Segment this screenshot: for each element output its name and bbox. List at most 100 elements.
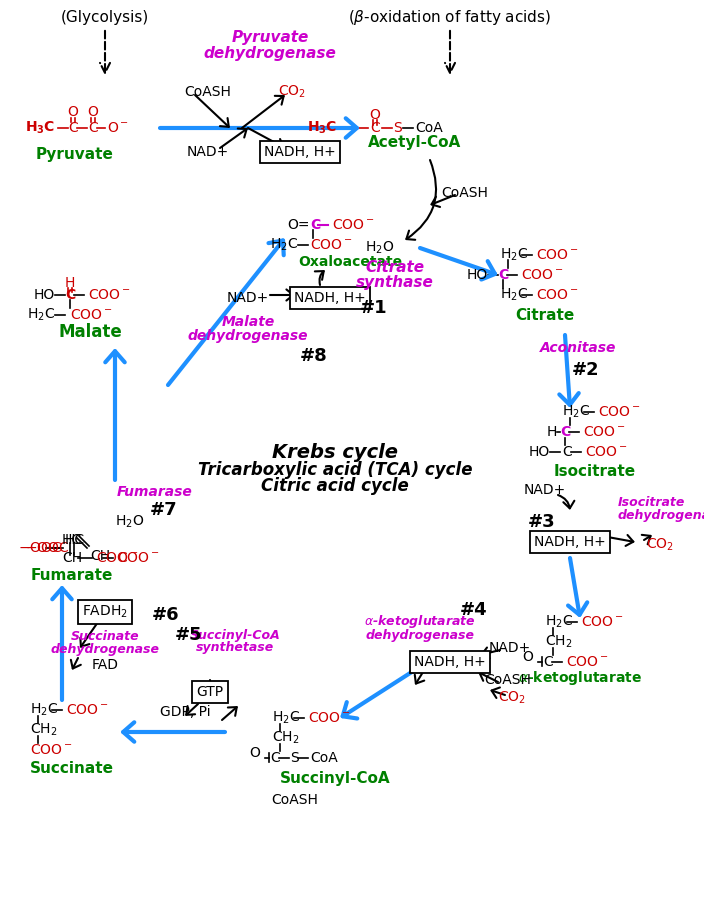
Text: C: C — [310, 218, 320, 232]
Text: FAD: FAD — [92, 658, 118, 672]
Text: H$_2$C: H$_2$C — [30, 702, 58, 718]
Text: dehydrogenase: dehydrogenase — [365, 629, 474, 642]
Text: synthetase: synthetase — [196, 642, 274, 655]
Text: C: C — [498, 268, 508, 282]
Text: Fumarase: Fumarase — [117, 485, 193, 499]
FancyArrowPatch shape — [106, 351, 125, 480]
Text: H: H — [65, 276, 75, 290]
Text: NAD+: NAD+ — [227, 291, 269, 305]
Text: C: C — [543, 655, 553, 669]
Text: NAD+: NAD+ — [187, 145, 229, 159]
FancyArrowPatch shape — [71, 658, 81, 668]
Text: COO$^-$: COO$^-$ — [566, 655, 609, 669]
Text: O$^-$: O$^-$ — [107, 121, 129, 135]
Text: COO$^-$: COO$^-$ — [70, 308, 113, 322]
Text: HC: HC — [62, 533, 82, 547]
Text: CoASH: CoASH — [272, 793, 318, 807]
Text: H$_2$C: H$_2$C — [27, 307, 55, 324]
Text: COO$^-$: COO$^-$ — [581, 615, 624, 629]
Text: $-$OOC: $-$OOC — [25, 541, 70, 555]
Text: CH$_2$: CH$_2$ — [272, 730, 299, 746]
Text: dehydrogenase: dehydrogenase — [203, 46, 337, 62]
Text: HO: HO — [467, 268, 488, 282]
Text: Oxaloacetate: Oxaloacetate — [298, 255, 402, 269]
Text: C: C — [65, 288, 75, 302]
Text: dehydrogenase: dehydrogenase — [188, 329, 308, 343]
Text: CH$_2$: CH$_2$ — [30, 722, 58, 739]
Text: Succinate: Succinate — [30, 761, 114, 775]
Text: NADH, H+: NADH, H+ — [264, 145, 336, 159]
Text: COO$^-$: COO$^-$ — [96, 551, 139, 565]
Text: CO$_2$: CO$_2$ — [498, 690, 526, 706]
Text: H$_2$C: H$_2$C — [500, 247, 528, 263]
Text: O: O — [370, 108, 380, 122]
Text: Succinyl-CoA: Succinyl-CoA — [279, 771, 390, 786]
Text: ($\beta$-oxidation of fatty acids): ($\beta$-oxidation of fatty acids) — [348, 8, 551, 28]
Text: NADH, H+: NADH, H+ — [414, 655, 486, 669]
Text: $\alpha$-ketoglutarate: $\alpha$-ketoglutarate — [518, 669, 642, 687]
Text: CH: CH — [90, 549, 110, 563]
Text: H$_2$O: H$_2$O — [365, 240, 395, 256]
FancyArrowPatch shape — [168, 241, 284, 385]
Text: #5: #5 — [175, 626, 203, 644]
Text: dehydrogenase: dehydrogenase — [51, 643, 160, 656]
FancyArrowPatch shape — [315, 271, 324, 285]
Text: COO$^-$: COO$^-$ — [332, 218, 375, 232]
Text: $\alpha$-ketoglutarate: $\alpha$-ketoglutarate — [364, 613, 476, 631]
FancyArrowPatch shape — [248, 128, 284, 148]
FancyArrowPatch shape — [270, 290, 294, 301]
FancyArrowPatch shape — [160, 118, 357, 137]
Text: COO$^-$: COO$^-$ — [308, 711, 351, 725]
Text: #3: #3 — [528, 513, 555, 531]
FancyArrowPatch shape — [187, 704, 198, 715]
Text: Citrate: Citrate — [365, 261, 425, 276]
Text: GTP: GTP — [196, 685, 224, 699]
Text: Krebs cycle: Krebs cycle — [272, 443, 398, 462]
Text: CO$_2$: CO$_2$ — [646, 537, 674, 553]
FancyArrowPatch shape — [80, 622, 98, 646]
Text: COO$^-$: COO$^-$ — [521, 268, 564, 282]
FancyArrowPatch shape — [432, 195, 455, 207]
Text: Isocitrate: Isocitrate — [554, 465, 636, 479]
Text: Fumarate: Fumarate — [31, 568, 113, 583]
Text: COO$^-$: COO$^-$ — [585, 445, 628, 459]
Text: C: C — [562, 445, 572, 459]
Text: COO$^-$: COO$^-$ — [598, 405, 641, 419]
Text: (Glycolysis): (Glycolysis) — [61, 10, 149, 26]
Text: Aconitase: Aconitase — [540, 341, 616, 355]
FancyArrowPatch shape — [558, 495, 574, 508]
Text: O: O — [249, 746, 260, 760]
Text: HO: HO — [34, 288, 55, 302]
Text: H$_2$C: H$_2$C — [545, 614, 573, 631]
Text: COO$^-$: COO$^-$ — [66, 703, 108, 717]
FancyArrowPatch shape — [52, 588, 72, 700]
Text: NAD+: NAD+ — [524, 483, 566, 497]
Text: Acetyl-CoA: Acetyl-CoA — [368, 136, 462, 150]
Text: COO$^-$: COO$^-$ — [88, 288, 131, 302]
Text: Citric acid cycle: Citric acid cycle — [261, 477, 409, 495]
Text: Isocitrate: Isocitrate — [618, 495, 686, 509]
Text: H$_2$C: H$_2$C — [270, 237, 298, 254]
Text: C: C — [88, 121, 98, 135]
Text: CoASH: CoASH — [441, 186, 489, 200]
Text: H$_2$C: H$_2$C — [500, 287, 528, 303]
Text: COO$^-$: COO$^-$ — [583, 425, 626, 439]
FancyArrowPatch shape — [222, 707, 237, 720]
FancyArrowPatch shape — [415, 672, 425, 683]
Text: CH: CH — [62, 551, 82, 565]
Text: NADH, H+: NADH, H+ — [534, 535, 606, 549]
Text: $-$OOC: $-$OOC — [18, 541, 63, 555]
FancyArrowPatch shape — [568, 558, 587, 615]
FancyArrowPatch shape — [479, 671, 498, 682]
Text: Pyruvate: Pyruvate — [36, 148, 114, 162]
Text: Pyruvate: Pyruvate — [232, 30, 308, 45]
Text: NADH, H+: NADH, H+ — [294, 291, 366, 305]
Text: Tricarboxylic acid (TCA) cycle: Tricarboxylic acid (TCA) cycle — [198, 461, 472, 479]
Text: FADH$_2$: FADH$_2$ — [82, 604, 128, 621]
Text: #7: #7 — [150, 501, 177, 519]
Text: Succinyl-CoA: Succinyl-CoA — [189, 629, 280, 642]
Text: NAD+: NAD+ — [489, 641, 531, 655]
Text: HO: HO — [529, 445, 550, 459]
Text: CoA: CoA — [310, 751, 338, 765]
FancyArrowPatch shape — [580, 532, 634, 546]
